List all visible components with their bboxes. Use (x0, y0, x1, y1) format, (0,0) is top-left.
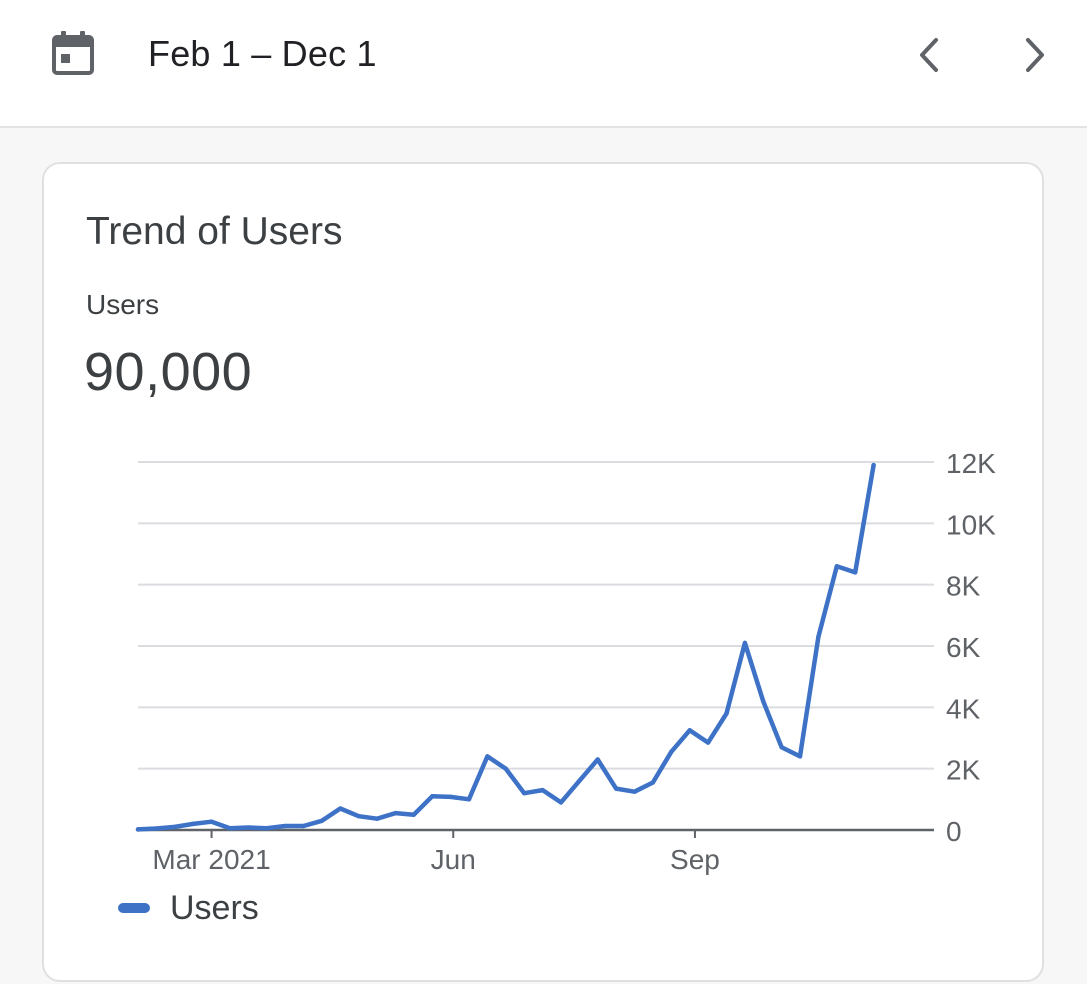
users-data-point (558, 800, 564, 805)
y-tick-label: 12K (946, 448, 996, 479)
users-data-point (852, 570, 858, 575)
users-data-point (485, 754, 490, 759)
users-data-point (190, 821, 196, 827)
users-data-point (301, 823, 306, 829)
calendar-icon[interactable] (50, 30, 96, 76)
chevron-right-icon (1026, 38, 1044, 72)
legend-swatch (118, 903, 150, 913)
users-data-point (338, 806, 343, 811)
users-data-point (430, 794, 435, 799)
users-data-point (650, 780, 656, 785)
users-data-point (448, 794, 453, 800)
users-data-point (356, 814, 361, 819)
users-data-point (374, 816, 380, 821)
metric-label: Users (86, 289, 160, 320)
users-data-point (834, 564, 839, 569)
legend-label: Users (170, 889, 259, 927)
users-data-point (669, 749, 674, 754)
users-data-point (246, 825, 251, 830)
users-data-point (724, 711, 729, 716)
y-tick-label: 6K (946, 632, 981, 663)
y-tick-label: 4K (946, 693, 981, 724)
y-tick-label: 8K (946, 571, 981, 602)
users-data-point (705, 740, 711, 745)
users-data-point (577, 778, 582, 784)
chart-legend: Users (118, 888, 259, 928)
x-tick-label: Mar 2021 (152, 844, 270, 875)
date-range-bar: Feb 1 – Dec 1 (0, 0, 1087, 128)
users-data-point (282, 823, 288, 829)
card-title: Trend of Users (86, 210, 343, 253)
date-range-label[interactable]: Feb 1 – Dec 1 (148, 33, 377, 74)
x-tick-label: Jun (431, 844, 476, 875)
y-tick-label: 0 (946, 816, 962, 847)
users-data-point (135, 827, 141, 832)
next-period-button[interactable] (1010, 28, 1060, 82)
users-data-point (411, 812, 417, 817)
users-data-point (816, 634, 821, 639)
chevron-left-icon (920, 38, 938, 72)
users-data-point (797, 754, 803, 759)
users-data-point (540, 787, 545, 793)
users-data-point (687, 728, 692, 733)
users-data-point (632, 789, 637, 794)
y-tick-label: 10K (946, 509, 996, 540)
users-data-point (319, 818, 325, 823)
trend-card: Trend of Users Users 90,000 0 2K 4K 6K 8K 10K… (42, 162, 1044, 982)
users-data-point (393, 810, 398, 816)
y-tick-label: 2K (946, 755, 981, 786)
x-tick-label: Sep (670, 844, 720, 875)
users-data-point (209, 819, 214, 824)
users-data-point (761, 699, 766, 704)
users-data-point (154, 826, 159, 831)
previous-period-button[interactable] (904, 28, 954, 82)
users-data-point (466, 797, 472, 802)
users-line-chart: 0 2K 4K 6K 8K 10K 12K Mar 2021 Jun Sep (135, 448, 996, 875)
users-data-point (595, 757, 600, 762)
users-data-point (521, 791, 527, 796)
users-series-line (135, 462, 876, 832)
users-data-point (227, 825, 233, 831)
users-data-point (613, 786, 619, 791)
users-data-point (503, 766, 508, 771)
users-data-point (172, 824, 177, 830)
users-data-point (871, 462, 876, 468)
metric-value: 90,000 (84, 342, 253, 402)
users-data-point (742, 640, 748, 646)
users-data-point (264, 825, 269, 831)
users-data-point (779, 745, 784, 750)
